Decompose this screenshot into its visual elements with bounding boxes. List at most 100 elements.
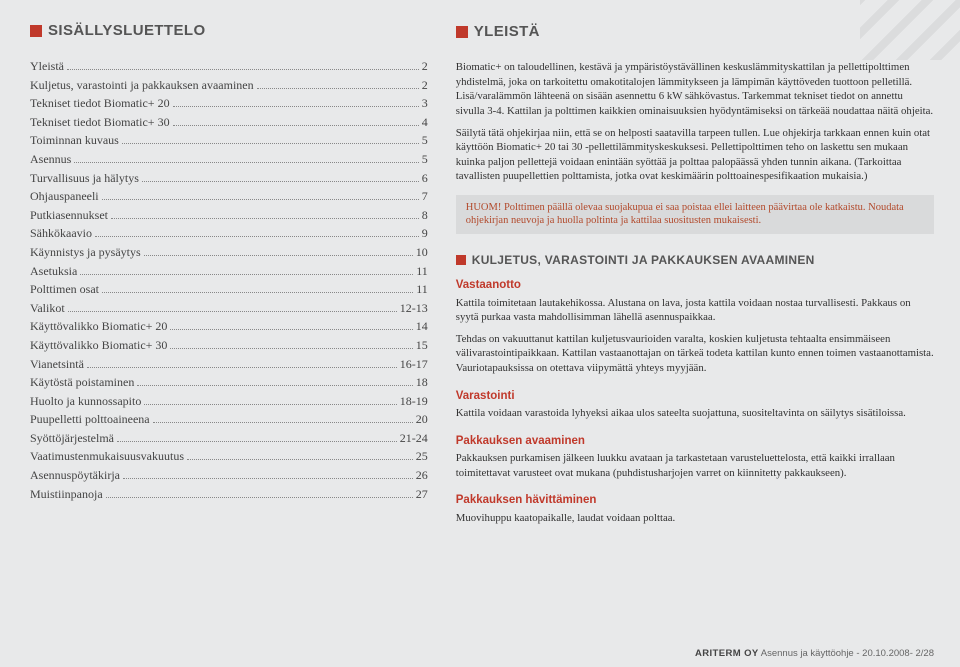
toc-label: Putkiasennukset <box>30 206 108 225</box>
toc-page: 21-24 <box>400 429 428 448</box>
toc-page: 20 <box>416 410 428 429</box>
toc-leader-dots <box>142 171 419 181</box>
toc-page: 4 <box>422 113 428 132</box>
toc-title: SISÄLLYSLUETTELO <box>30 22 428 39</box>
toc-row: Käynnistys ja pysäytys 10 <box>30 243 428 262</box>
toc-label: Huolto ja kunnossapito <box>30 392 141 411</box>
toc-label: Käyttövalikko Biomatic+ 30 <box>30 336 167 355</box>
toc-row: Vianetsintä 16-17 <box>30 355 428 374</box>
vastaanotto-p1: Kattila toimitetaan lautakehikossa. Alus… <box>456 296 934 325</box>
toc-page: 15 <box>416 336 428 355</box>
notice-callout: HUOM! Polttimen päällä olevaa suojakupua… <box>456 195 934 234</box>
toc-leader-dots <box>106 487 413 497</box>
toc-page: 25 <box>416 447 428 466</box>
toc-leader-dots <box>137 376 412 386</box>
intro-p1: Biomatic+ on taloudellinen, kestävä ja y… <box>456 60 934 118</box>
toc-row: Putkiasennukset 8 <box>30 206 428 225</box>
toc-page: 18 <box>416 373 428 392</box>
vastaanotto-p2: Tehdas on vakuuttanut kattilan kuljetusv… <box>456 332 934 376</box>
toc-page: 10 <box>416 243 428 262</box>
toc-row: Käyttövalikko Biomatic+ 30 15 <box>30 336 428 355</box>
toc-label: Vaatimustenmukaisuusvakuutus <box>30 447 184 466</box>
toc-row: Asetuksia 11 <box>30 262 428 281</box>
toc-page: 16-17 <box>400 355 428 374</box>
heading-havittaminen: Pakkauksen hävittäminen <box>456 493 934 509</box>
toc-leader-dots <box>111 209 419 219</box>
toc-row: Huolto ja kunnossapito18-19 <box>30 392 428 411</box>
toc-page: 6 <box>422 169 428 188</box>
heading-vastaanotto: Vastaanotto <box>456 278 934 294</box>
toc-page: 14 <box>416 317 428 336</box>
toc-label: Toiminnan kuvaus <box>30 131 119 150</box>
toc-title-text: SISÄLLYSLUETTELO <box>48 22 206 39</box>
toc-page: 27 <box>416 485 428 504</box>
toc-label: Asetuksia <box>30 262 77 281</box>
toc-leader-dots <box>257 78 419 88</box>
red-square-icon <box>30 25 42 37</box>
toc-label: Asennuspöytäkirja <box>30 466 120 485</box>
toc-row: Polttimen osat 11 <box>30 280 428 299</box>
toc-label: Vianetsintä <box>30 355 84 374</box>
toc-leader-dots <box>170 320 412 330</box>
footer-brand: ARITERM OY <box>695 648 759 659</box>
toc-leader-dots <box>173 116 419 126</box>
toc-page: 8 <box>422 206 428 225</box>
toc-row: Ohjauspaneeli 7 <box>30 187 428 206</box>
toc-page: 26 <box>416 466 428 485</box>
toc-leader-dots <box>187 450 413 460</box>
toc-row: Muistiinpanoja 27 <box>30 485 428 504</box>
toc-label: Valikot <box>30 299 65 318</box>
toc-leader-dots <box>123 469 413 479</box>
footer-doc: Asennus ja käyttöohje - 20.10.2008- 2/28 <box>761 648 934 659</box>
toc-page: 2 <box>422 76 428 95</box>
toc-row: Käyttövalikko Biomatic+ 2014 <box>30 317 428 336</box>
toc-page: 5 <box>422 131 428 150</box>
toc-label: Puupelletti polttoaineena <box>30 410 150 429</box>
toc-leader-dots <box>74 153 418 163</box>
toc-row: Vaatimustenmukaisuusvakuutus 25 <box>30 447 428 466</box>
varastointi-p: Kattila voidaan varastoida lyhyeksi aika… <box>456 406 934 421</box>
heading-avaaminen: Pakkauksen avaaminen <box>456 434 934 450</box>
toc-leader-dots <box>170 339 412 349</box>
general-title-text: YLEISTÄ <box>474 22 540 42</box>
toc-label: Kuljetus, varastointi ja pakkauksen avaa… <box>30 76 254 95</box>
page-footer: ARITERM OY Asennus ja käyttöohje - 20.10… <box>695 648 934 659</box>
toc-row: Tekniset tiedot Biomatic+ 304 <box>30 113 428 132</box>
toc-label: Asennus <box>30 150 71 169</box>
toc-row: Asennuspöytäkirja 26 <box>30 466 428 485</box>
toc-label: Muistiinpanoja <box>30 485 103 504</box>
havittaminen-p: Muovihuppu kaatopaikalle, laudat voidaan… <box>456 511 934 526</box>
toc-leader-dots <box>67 60 419 70</box>
toc-leader-dots <box>87 357 397 367</box>
toc-row: Turvallisuus ja hälytys 6 <box>30 169 428 188</box>
toc-leader-dots <box>117 432 397 442</box>
avaaminen-p: Pakkauksen purkamisen jälkeen luukku ava… <box>456 451 934 480</box>
transport-title: KULJETUS, VARASTOINTI JA PAKKAUKSEN AVAA… <box>456 252 934 268</box>
toc-row: Käytöstä poistaminen 18 <box>30 373 428 392</box>
toc-row: Valikot 12-13 <box>30 299 428 318</box>
toc-leader-dots <box>102 283 413 293</box>
toc-label: Yleistä <box>30 57 64 76</box>
toc-leader-dots <box>80 264 413 274</box>
toc-page: 11 <box>416 262 428 281</box>
left-column: SISÄLLYSLUETTELO Yleistä 2 Kuljetus, varas… <box>30 22 428 651</box>
heading-varastointi: Varastointi <box>456 389 934 405</box>
toc-row: Puupelletti polttoaineena 20 <box>30 410 428 429</box>
toc-label: Käynnistys ja pysäytys <box>30 243 141 262</box>
toc-label: Polttimen osat <box>30 280 99 299</box>
notice-text: HUOM! Polttimen päällä olevaa suojakupua… <box>466 202 904 227</box>
toc-label: Käytöstä poistaminen <box>30 373 134 392</box>
toc-label: Turvallisuus ja hälytys <box>30 169 139 188</box>
toc-page: 7 <box>422 187 428 206</box>
transport-title-text: KULJETUS, VARASTOINTI JA PAKKAUKSEN AVAA… <box>472 252 815 268</box>
toc-row: Syöttöjärjestelmä21-24 <box>30 429 428 448</box>
toc-label: Tekniset tiedot Biomatic+ 20 <box>30 94 170 113</box>
toc-leader-dots <box>144 395 396 405</box>
toc-page: 12-13 <box>400 299 428 318</box>
toc-page: 5 <box>422 150 428 169</box>
toc-page: 11 <box>416 280 428 299</box>
toc-leader-dots <box>144 246 413 256</box>
red-square-icon <box>456 255 466 265</box>
toc-label: Ohjauspaneeli <box>30 187 99 206</box>
toc-row: Kuljetus, varastointi ja pakkauksen avaa… <box>30 76 428 95</box>
